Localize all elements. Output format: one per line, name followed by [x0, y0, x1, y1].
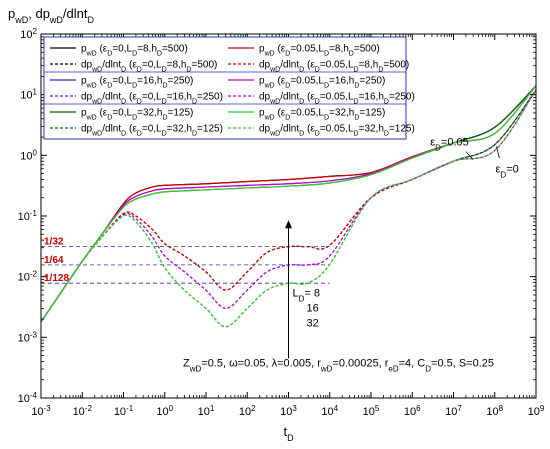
x-tick-label: 106 [404, 404, 421, 419]
epsilon-005-label: εD=0.05 [430, 137, 469, 153]
y-tick-label: 10-2 [18, 269, 38, 284]
y-tick-label: 10-3 [18, 330, 38, 345]
x-tick-label: 109 [528, 404, 545, 419]
legend: pwD (εD=0,LD=8,hD=500) pwD (εD=0.05,LD=8,… [43, 36, 415, 140]
series-group [41, 85, 536, 328]
x-tick-label: 104 [321, 404, 338, 419]
epsilon-0-pointer [496, 146, 500, 159]
x-axis-label: tD [283, 424, 294, 443]
legend-box [43, 36, 407, 140]
legend-entry: dpwD/dlntD (εD=0,LD=8,hD=500) [81, 60, 217, 74]
ld-value: 32 [307, 318, 319, 330]
series-line [41, 89, 536, 328]
legend-entry: pwD (εD=0.05,LD=8,hD=500) [259, 44, 380, 58]
legend-entry: dpwD/dlntD (εD=0.05,LD=16,hD=250) [259, 92, 415, 106]
legend-entry: dpwD/dlntD (εD=0,LD=32,hD=125) [81, 124, 223, 138]
legend-entry: dpwD/dlntD (εD=0,LD=16,hD=250) [81, 92, 223, 106]
axis-ticks: 10-3 10-2 10-1 100 101 102 103 104 105 106 107 108 1… [18, 27, 545, 419]
plot-frame [40, 33, 537, 399]
ld-arrow-head [285, 220, 292, 229]
ld-value: 16 [307, 303, 319, 315]
x-tick-label: 10-2 [73, 404, 93, 419]
reference-line-label: 1/32 [44, 237, 64, 248]
x-tick-label: 10-1 [114, 404, 134, 419]
x-tick-label: 107 [445, 404, 462, 419]
legend-entry: pwD (εD=0.05,LD=16,hD=250) [259, 76, 385, 90]
legend-entry: pwD (εD=0,LD=16,hD=250) [81, 76, 193, 90]
x-tick-label: 10-3 [31, 404, 51, 419]
epsilon-005-pointer [465, 151, 474, 160]
reference-lines [41, 246, 330, 284]
legend-entry: dpwD/dlntD (εD=0.05,LD=8,hD=500) [259, 60, 409, 74]
x-tick-label: 103 [280, 404, 297, 419]
legend-entry: pwD (εD=0.05,LD=32,hD=125) [259, 108, 385, 122]
reference-line-label: 1/128 [44, 273, 69, 284]
x-tick-label: 108 [486, 404, 503, 419]
y-tick-label: 101 [20, 87, 37, 102]
x-tick-label: 105 [363, 404, 380, 419]
legend-entry: pwD (εD=0,LD=8,hD=500) [81, 44, 188, 58]
legend-entry: pwD (εD=0,LD=32,hD=125) [81, 108, 193, 122]
y-tick-label: 102 [20, 27, 37, 42]
parameter-text: ZwD=0.5, ω=0.05, λ=0.005, rwD=0.00025, r… [183, 358, 494, 374]
y-tick-label: 10-4 [18, 391, 38, 406]
y-axis-label: pwD, dpwD/dlntD [8, 6, 95, 25]
annotations: 1/32 1/64 1/128 LD= 816 32 εD=0.05 εD=0 ZwD=0.5… [44, 137, 519, 373]
y-tick-label: 10-1 [18, 209, 38, 224]
axis-labels: pwD, dpwD/dlntD tD [8, 6, 294, 443]
x-tick-label: 101 [198, 404, 215, 419]
legend-entry: dpwD/dlntD (εD=0.05,LD=32,hD=125) [259, 124, 415, 138]
reference-line-label: 1/64 [44, 255, 64, 266]
epsilon-0-label: εD=0 [496, 164, 519, 180]
x-tick-label: 100 [156, 404, 173, 419]
series-line [41, 85, 536, 323]
y-tick-label: 100 [20, 148, 37, 163]
x-tick-label: 102 [239, 404, 256, 419]
ld-label: LD= 8 [293, 288, 321, 304]
